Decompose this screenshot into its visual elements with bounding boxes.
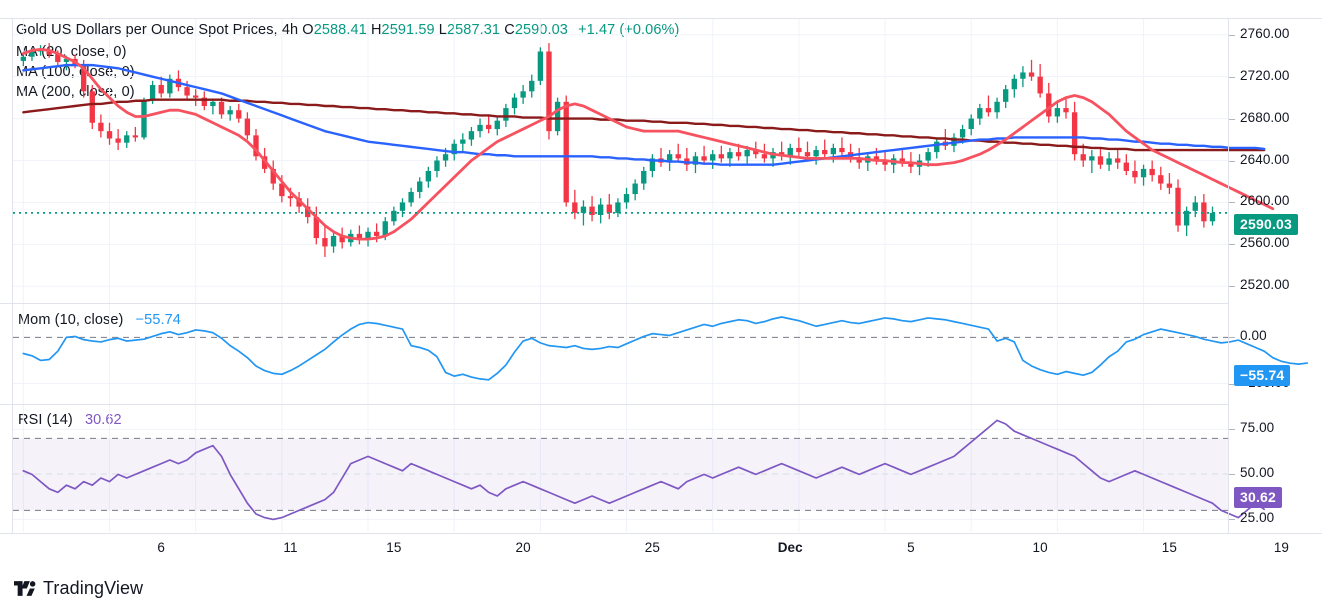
ma100-legend[interactable]: MA (100, close, 0) <box>16 64 135 80</box>
rsi-axis-label: 50.00 <box>1240 465 1275 481</box>
time-axis-label: 10 <box>1032 540 1048 555</box>
rsi-axis-tick <box>1229 519 1235 521</box>
price-axis-label: 2640.00 <box>1240 151 1290 167</box>
time-axis-label: 15 <box>1161 540 1177 555</box>
price-axis-tick <box>1229 118 1235 120</box>
time-axis-label: 25 <box>644 540 660 555</box>
rsi-axis-label: 25.00 <box>1240 510 1275 526</box>
symbol-title: Gold US Dollars per Ounce Spot Prices, 4… <box>16 22 299 38</box>
price-axis-tick <box>1229 286 1235 288</box>
time-axis-label: 11 <box>283 540 298 555</box>
open-value: 2588.41 <box>313 22 367 38</box>
time-axis-label: 19 <box>1273 540 1290 555</box>
momentum-legend[interactable]: Mom (10, close) −55.74 <box>18 312 181 328</box>
ma20-legend[interactable]: MA (20, close, 0) <box>16 44 127 60</box>
low-value: 2587.31 <box>446 22 501 38</box>
pane-separator-rsi <box>0 404 1228 405</box>
symbol-legend: Gold US Dollars per Ounce Spot Prices, 4… <box>16 22 679 38</box>
low-label: L <box>438 22 447 38</box>
price-axis-tick <box>1229 202 1235 204</box>
left-border <box>12 18 13 533</box>
high-label: H <box>370 22 382 38</box>
price-axis-label: 2600.00 <box>1240 193 1290 209</box>
momentum-value: −55.74 <box>135 312 181 328</box>
tradingview-wordmark: TradingView <box>43 578 144 598</box>
top-border <box>0 18 1322 19</box>
momentum-label: Mom (10, close) <box>18 312 124 328</box>
time-axis-label: 20 <box>515 540 531 555</box>
price-axis-tick <box>1229 160 1235 162</box>
time-axis-label: 6 <box>157 540 166 555</box>
price-axis-label: 2520.00 <box>1240 277 1290 293</box>
change-value: +1.47 (+0.06%) <box>578 22 680 38</box>
rsi-value-badge[interactable]: 30.62 <box>1234 487 1283 508</box>
close-value: 2590.03 <box>514 22 568 38</box>
price-axis-label: 2720.00 <box>1240 67 1290 83</box>
price-axis-label: 2760.00 <box>1240 25 1290 41</box>
momentum-axis-label: 0.00 <box>1240 328 1267 344</box>
time-axis-label: Dec <box>777 540 803 555</box>
momentum-axis-tick <box>1229 337 1235 339</box>
tradingview-logo[interactable]: TradingView <box>14 578 143 599</box>
high-value: 2591.59 <box>381 22 435 38</box>
open-label: O <box>302 22 314 38</box>
price-axis-tick <box>1229 244 1235 246</box>
momentum-value-badge[interactable]: −55.74 <box>1234 365 1291 386</box>
time-axis-label: 5 <box>907 540 915 555</box>
close-label: C <box>504 22 515 38</box>
rsi-axis-tick <box>1229 429 1235 431</box>
price-axis-label: 2680.00 <box>1240 109 1290 125</box>
time-axis-separator <box>0 533 1322 534</box>
ma200-legend[interactable]: MA (200, close, 0) <box>16 84 135 100</box>
price-axis-separator <box>1228 18 1229 533</box>
rsi-label: RSI (14) <box>18 412 73 428</box>
momentum-axis-tick <box>1229 383 1235 385</box>
tradingview-mark-icon <box>14 581 36 596</box>
pane-separator-momentum <box>0 303 1228 304</box>
price-axis-tick <box>1229 34 1235 36</box>
current-price-badge[interactable]: 2590.03 <box>1234 214 1299 235</box>
rsi-axis-label: 75.00 <box>1240 420 1275 436</box>
price-axis-tick <box>1229 76 1235 78</box>
price-axis-label: 2560.00 <box>1240 235 1290 251</box>
rsi-legend[interactable]: RSI (14) 30.62 <box>18 412 122 428</box>
rsi-axis-tick <box>1229 474 1235 476</box>
rsi-value: 30.62 <box>84 412 122 428</box>
time-axis-label: 15 <box>386 540 402 555</box>
